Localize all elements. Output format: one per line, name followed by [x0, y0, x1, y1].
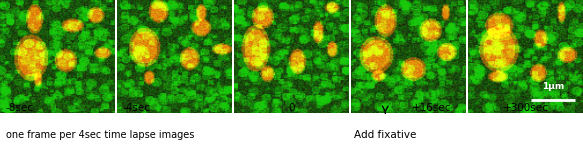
Text: one frame per 4sec time lapse images: one frame per 4sec time lapse images [6, 129, 194, 140]
Text: +16sec: +16sec [412, 103, 452, 113]
Text: -4sec: -4sec [123, 103, 151, 113]
Text: Add fixative: Add fixative [354, 129, 416, 140]
Text: +300sec: +300sec [503, 103, 549, 113]
Text: -8sec: -8sec [6, 103, 34, 113]
Text: 1μm: 1μm [542, 82, 564, 91]
Text: 0: 0 [288, 103, 295, 113]
